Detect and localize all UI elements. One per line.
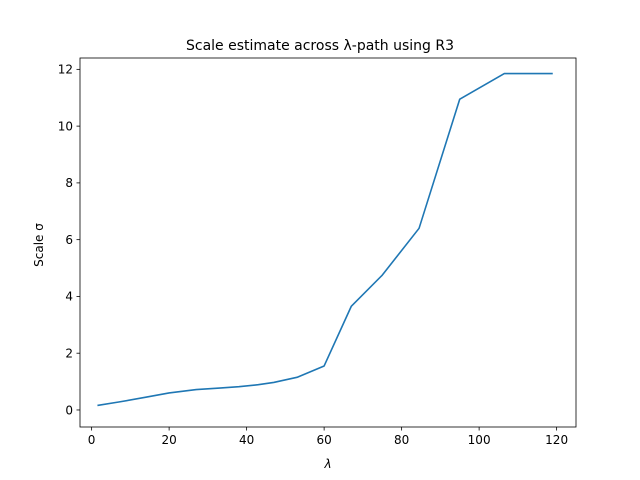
x-tick-label: 0 [88, 433, 96, 447]
x-tick-label: 40 [239, 433, 254, 447]
plot-area: 0 20 40 60 80 100 120 0 2 4 6 8 10 12 [58, 57, 577, 447]
y-tick-label: 0 [65, 403, 73, 417]
x-tick-label: 20 [161, 433, 176, 447]
x-tick-label: 120 [545, 433, 568, 447]
series-line [97, 72, 553, 407]
x-axis-label: λ [323, 457, 331, 471]
y-tick-label: 4 [65, 290, 73, 304]
x-tick-label: 60 [316, 433, 331, 447]
y-tick-label: 6 [65, 233, 73, 247]
y-tick-label: 10 [58, 119, 73, 133]
axes-frame [79, 57, 577, 428]
chart-title: Scale estimate across λ-path using R3 [186, 38, 454, 54]
x-tick-label: 80 [394, 433, 409, 447]
y-tick-label: 2 [65, 347, 73, 361]
x-tick-label: 100 [468, 433, 491, 447]
y-tick-label: 8 [65, 176, 73, 190]
y-tick-label: 12 [58, 63, 73, 77]
y-axis-label: Scale σ [32, 223, 46, 267]
